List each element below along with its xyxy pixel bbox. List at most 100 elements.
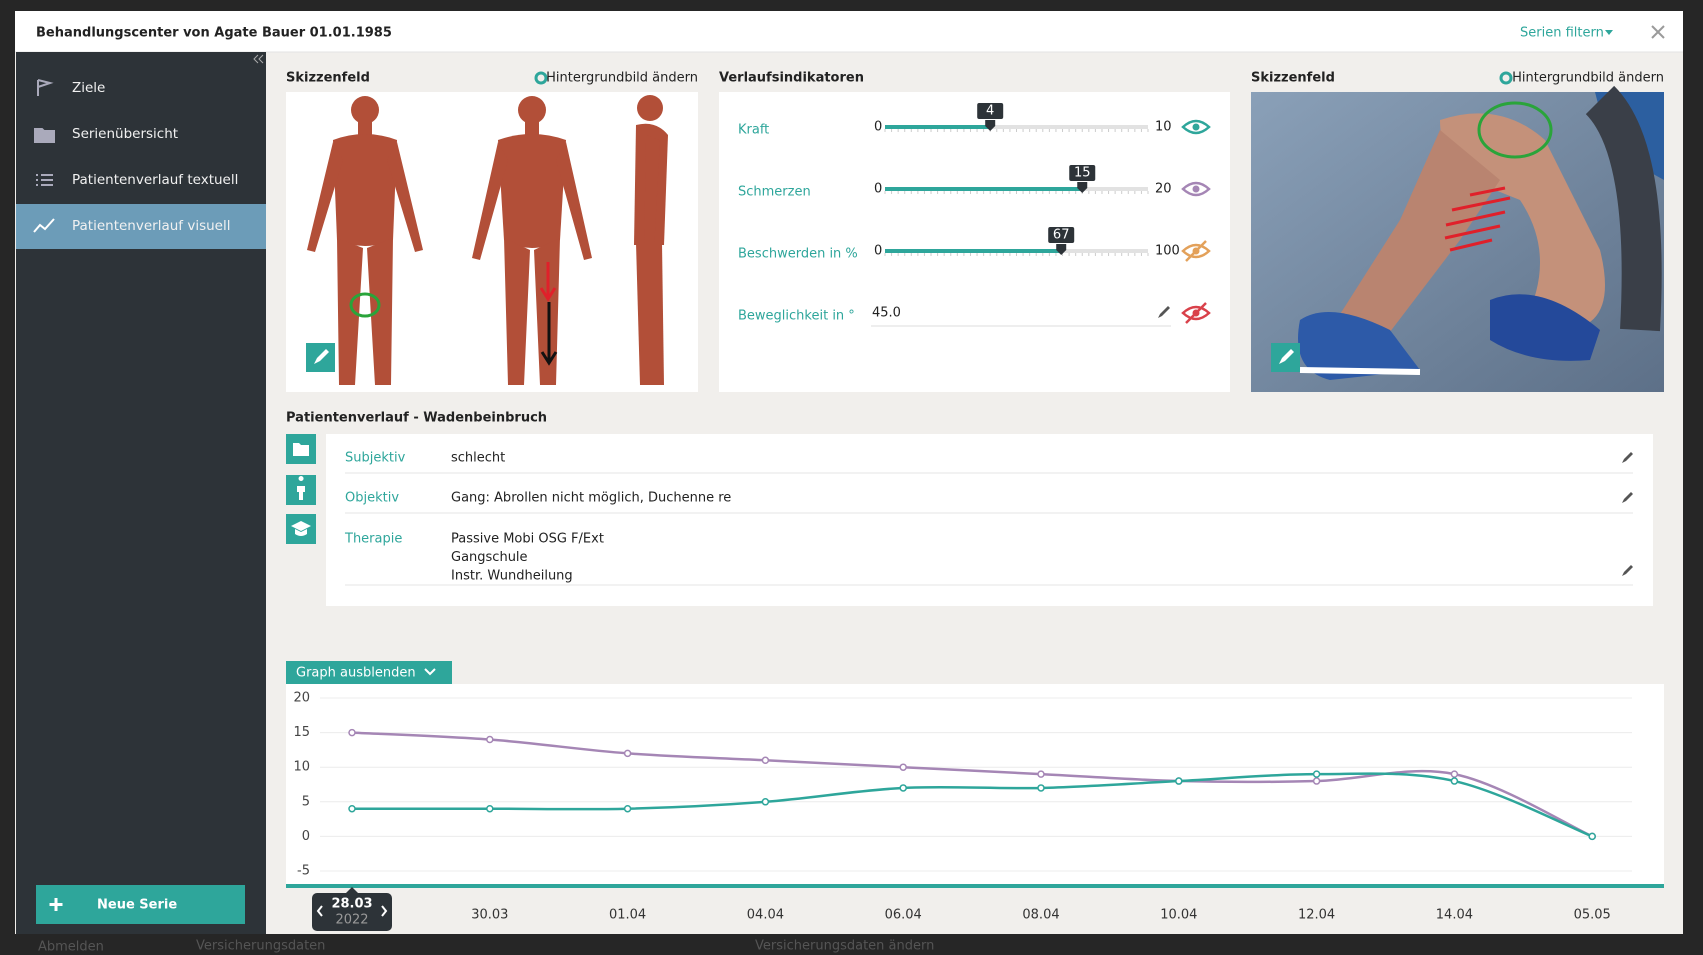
bg-text: Versicherungsdaten: [196, 939, 325, 954]
bg-change-link[interactable]: Hintergrundbild ändern: [546, 71, 698, 86]
input-label: Beweglichkeit in °: [738, 309, 855, 324]
data-point[interactable]: [623, 749, 632, 758]
marker-arrow: [540, 302, 558, 366]
eye-pupil: [1192, 123, 1200, 131]
x-tick-label[interactable]: 10.04: [1160, 908, 1197, 923]
data-point[interactable]: [899, 784, 907, 792]
close-button[interactable]: [1651, 25, 1665, 39]
row-label: Objektiv: [345, 491, 399, 506]
new-series-button[interactable]: [36, 885, 245, 924]
edit-icon[interactable]: [1622, 452, 1633, 463]
x-tick-label[interactable]: 28.03: [331, 897, 372, 912]
panel-title: Skizzenfeld: [1251, 71, 1335, 86]
x-tick-label[interactable]: 01.04: [609, 908, 646, 923]
row-text: schlecht: [451, 451, 505, 466]
education-icon: [291, 521, 311, 536]
plus-icon: [49, 898, 63, 911]
data-point[interactable]: [348, 804, 356, 813]
data-point[interactable]: [1312, 770, 1321, 778]
slider-tooltip: [977, 103, 1004, 119]
eye-icon[interactable]: [1181, 119, 1211, 135]
data-point[interactable]: [1312, 777, 1321, 785]
marker-arrow: [539, 262, 557, 302]
data-point[interactable]: [761, 798, 770, 806]
menu-item[interactable]: Serienübersicht: [72, 126, 178, 142]
slider-thumb[interactable]: [985, 120, 996, 131]
data-point[interactable]: [899, 763, 907, 771]
data-point[interactable]: [1037, 784, 1045, 792]
menu-item[interactable]: Patientenverlauf textuell: [72, 172, 238, 188]
selected-year: 2022: [335, 913, 368, 928]
slider-min: 0: [874, 244, 882, 259]
chevron: [424, 668, 436, 676]
bg-change-link[interactable]: Hintergrundbild ändern: [1512, 71, 1664, 86]
menu-icon: [33, 218, 55, 233]
collapse-icon[interactable]: [253, 54, 264, 64]
panel-title: Skizzenfeld: [286, 71, 370, 86]
data-point[interactable]: [1450, 770, 1459, 778]
pencil-icon[interactable]: [1158, 306, 1170, 318]
slider-value: 4: [986, 104, 994, 119]
data-point[interactable]: [1450, 777, 1459, 785]
slider-label: Schmerzen: [738, 185, 811, 200]
x-tick-label[interactable]: 04.04: [747, 908, 784, 923]
eye-icon[interactable]: [1181, 181, 1211, 197]
bg-text: Versicherungsdaten ändern: [755, 939, 934, 954]
pencil-icon: [1279, 349, 1294, 364]
next-arrow[interactable]: [381, 905, 388, 917]
menu-item[interactable]: Patientenverlauf visuell: [72, 218, 230, 234]
selected-date-box[interactable]: [312, 887, 392, 931]
sliders: Kraft 0 10 4 Schmerzen 0 20 15 Beschwerden in % 0…: [738, 103, 1211, 327]
gear-icon: [534, 71, 548, 85]
bg-text: Abmelden: [38, 940, 104, 955]
data-point[interactable]: [1588, 832, 1596, 841]
x-tick-label[interactable]: 14.04: [1436, 908, 1473, 923]
data-point[interactable]: [1175, 777, 1183, 785]
filter-button[interactable]: Serien filtern: [1520, 26, 1604, 41]
slider-max: 10: [1155, 120, 1172, 135]
data-point[interactable]: [486, 735, 494, 744]
marker-circle: [1477, 101, 1553, 159]
slider-fill[interactable]: [885, 187, 1083, 191]
x-tick-label[interactable]: 08.04: [1022, 908, 1059, 923]
edit-icon[interactable]: [1622, 492, 1633, 503]
x-tick-label[interactable]: 30.03: [471, 908, 508, 923]
slider-min: 0: [874, 182, 882, 197]
sidebar-menu: Ziele Serienübersicht Patientenverlauf tex…: [16, 79, 266, 249]
data-point[interactable]: [486, 804, 494, 813]
y-tick-label: 0: [302, 829, 310, 844]
x-tick-label[interactable]: 05.05: [1574, 908, 1611, 923]
indicators-panel: [719, 92, 1230, 392]
data-point[interactable]: [348, 728, 356, 737]
eye-strike: [1185, 240, 1207, 262]
y-tick-label: 15: [293, 725, 310, 740]
prev-arrow[interactable]: [316, 905, 323, 917]
x-tick-label[interactable]: 06.04: [885, 908, 922, 923]
slider-fill[interactable]: [885, 125, 991, 129]
side-icons: [286, 434, 316, 544]
data-point[interactable]: [623, 804, 632, 813]
slider-fill[interactable]: [885, 249, 1062, 253]
section-title: Patientenverlauf - Wadenbeinbruch: [286, 411, 547, 426]
menu-item[interactable]: Ziele: [72, 80, 105, 96]
anatomy-figures: [307, 95, 668, 385]
series-line: [352, 772, 1593, 838]
graph-toggle-label: Graph ausblenden: [296, 666, 416, 681]
graph-toggle[interactable]: [286, 661, 452, 684]
graph-area: [286, 684, 1664, 885]
data-point[interactable]: [761, 756, 770, 765]
menu-icon: [36, 174, 53, 186]
row-text: Gangschule: [451, 550, 528, 565]
marker-circle: [349, 292, 381, 318]
menu-active-bg: [16, 204, 266, 249]
y-tick-label: -5: [297, 864, 310, 879]
slider-thumb[interactable]: [1077, 182, 1088, 193]
edit-icon[interactable]: [1622, 565, 1633, 576]
marker-scribble: [1444, 186, 1511, 252]
data-point[interactable]: [1037, 770, 1045, 778]
slider-thumb[interactable]: [1056, 244, 1067, 255]
photo-content: [1298, 85, 1664, 380]
x-tick-label[interactable]: 12.04: [1298, 908, 1335, 923]
